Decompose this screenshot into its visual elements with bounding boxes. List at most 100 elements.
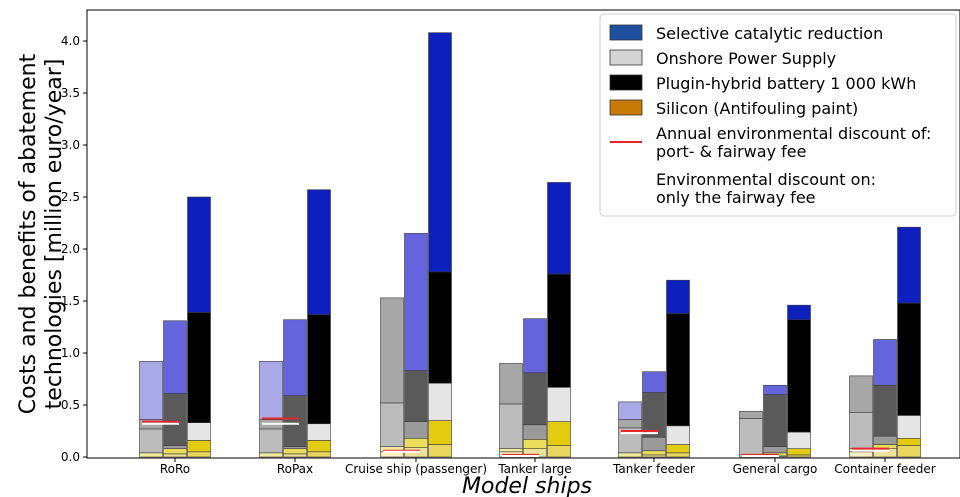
bar-segment	[187, 440, 211, 453]
x-tick-label: Tanker feeder	[612, 462, 695, 476]
bar-segment	[739, 410, 763, 419]
y-tick-label: 3.0	[61, 138, 80, 152]
bar-segment	[307, 423, 331, 441]
y-tick-label: 3.5	[61, 86, 80, 100]
bar-segment	[283, 446, 307, 449]
bar-segment	[307, 189, 331, 315]
legend-label: Environmental discount on:	[656, 170, 876, 189]
bar-segment	[307, 440, 331, 453]
bar-segment	[618, 452, 642, 458]
bar-segment	[428, 271, 452, 384]
bar-segment	[666, 313, 690, 427]
x-tick-label: Cruise ship (passenger)	[345, 462, 487, 476]
legend-swatch	[609, 49, 643, 66]
x-tick-label: RoPax	[277, 462, 313, 476]
legend-swatch	[609, 24, 643, 41]
bars	[139, 32, 921, 458]
legend-label: Onshore Power Supply	[656, 49, 836, 68]
bar-segment	[187, 196, 211, 313]
bar-segment	[523, 318, 547, 374]
legend: Selective catalytic reduction Onshore Pow…	[599, 13, 957, 217]
bar-segment	[547, 387, 571, 422]
bar-segment	[139, 428, 163, 454]
bar-segment	[307, 314, 331, 425]
bar-segment	[380, 297, 404, 404]
bar-segment	[428, 420, 452, 445]
legend-label: Annual environmental discount of:	[656, 124, 931, 143]
bar-segment	[307, 451, 331, 458]
bar-segment	[259, 428, 283, 454]
bar-segment	[897, 415, 921, 439]
y-tick-label: 1.5	[61, 294, 80, 308]
bar-segment	[547, 445, 571, 458]
bar-segment	[787, 304, 811, 321]
y-tick-label: 0.0	[61, 450, 80, 464]
bar-segment	[849, 375, 873, 413]
bar-segment	[897, 445, 921, 458]
bar-segment	[849, 411, 873, 449]
bar-segment	[547, 421, 571, 446]
bar-segment	[787, 448, 811, 456]
bar-segment	[666, 452, 690, 458]
bar-segment	[259, 361, 283, 420]
y-axis-title: Costs and benefits of abatement technolog…	[16, 53, 67, 414]
bar-segment	[642, 454, 666, 458]
legend-label: Silicon (Antifouling paint)	[656, 99, 858, 118]
bar-segment	[163, 448, 187, 455]
legend-label: Selective catalytic reduction	[656, 24, 883, 43]
bar-segment	[897, 226, 921, 304]
discount-lines	[142, 417, 889, 457]
bar-segment	[897, 437, 921, 446]
legend-label: port- & fairway fee	[656, 142, 806, 161]
bar-segment	[499, 363, 523, 405]
y-tick-label: 4.0	[61, 34, 80, 48]
bar-segment	[139, 361, 163, 420]
bar-segment	[163, 393, 187, 446]
bar-segment	[428, 382, 452, 421]
bar-segment	[404, 421, 428, 439]
bar-segment	[523, 424, 547, 440]
bar-segment	[187, 312, 211, 423]
bar-segment	[283, 319, 307, 396]
bar-segment	[380, 402, 404, 447]
bar-segment	[873, 339, 897, 386]
bar-segment	[763, 394, 787, 447]
bar-segment	[642, 436, 666, 452]
y-tick-label: 0.5	[61, 398, 80, 412]
bar-segment	[849, 451, 873, 458]
y-axis-title-line: technologies [million euro/year]	[42, 59, 67, 410]
y-tick-label: 2.0	[61, 242, 80, 256]
bar-segment	[897, 302, 921, 416]
legend-label: only the fairway fee	[656, 188, 816, 207]
legend-frame	[599, 13, 957, 217]
bar-segment	[404, 233, 428, 371]
bar-segment	[739, 418, 763, 456]
bar-segment	[283, 395, 307, 447]
bar-segment	[618, 401, 642, 420]
x-tick-label: RoRo	[160, 462, 190, 476]
bar-segment	[763, 384, 787, 395]
bar-segment	[139, 452, 163, 458]
x-tick-label: General cargo	[733, 462, 818, 476]
bar-segment	[787, 454, 811, 458]
bar-segment	[499, 403, 523, 449]
bar-segment	[163, 445, 187, 449]
bar-segment	[499, 448, 523, 453]
x-axis: RoRo RoPax Cruise ship (passenger) Tanker l…	[160, 458, 936, 476]
bar-segment	[163, 453, 187, 458]
bar-segment	[187, 451, 211, 458]
bar-segment	[163, 320, 187, 394]
bar-segment	[259, 452, 283, 458]
bar-segment	[428, 444, 452, 458]
bar-segment	[666, 279, 690, 314]
bar-segment	[428, 32, 452, 273]
bar-segment	[666, 444, 690, 454]
bar-segment	[404, 370, 428, 422]
bar-segment	[187, 422, 211, 441]
bar-segment	[787, 431, 811, 449]
bar-segment	[283, 448, 307, 455]
y-axis-title-line: Costs and benefits of abatement	[16, 53, 41, 414]
legend-swatch	[609, 99, 643, 116]
y-tick-label: 2.5	[61, 190, 80, 204]
